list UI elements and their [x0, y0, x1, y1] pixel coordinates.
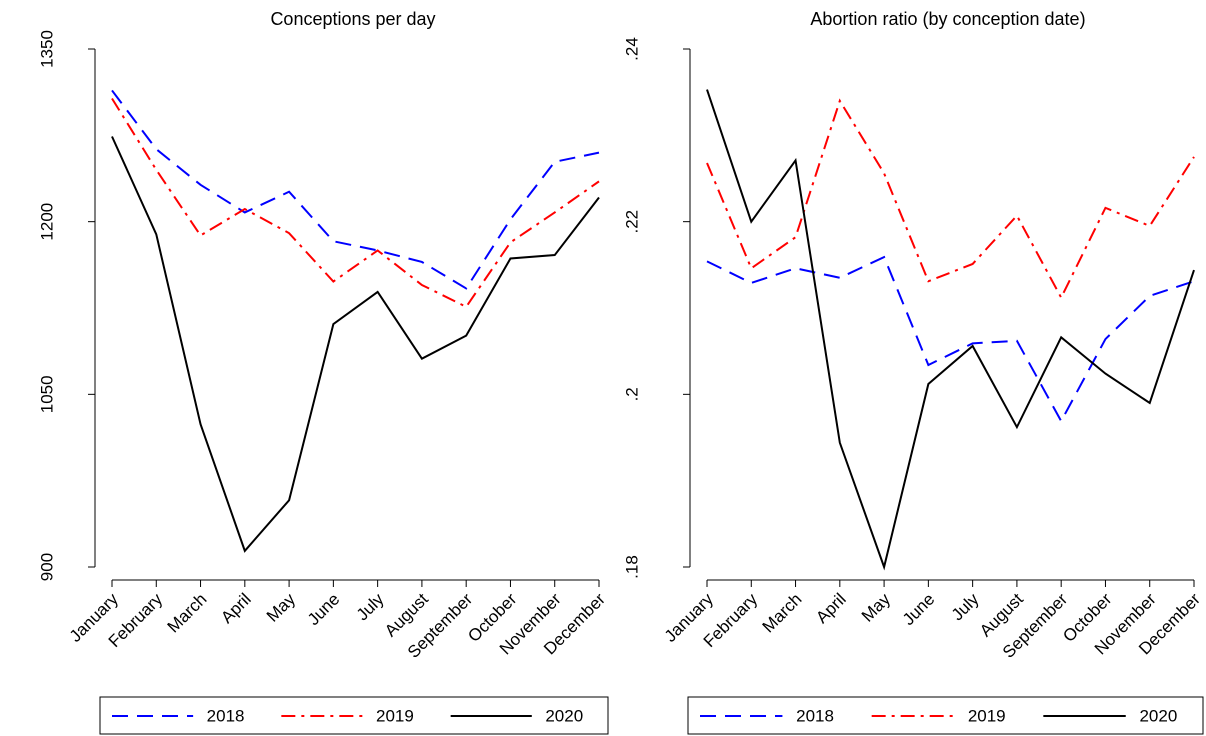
x-tick-label: April: [217, 590, 254, 627]
legend-label: 2020: [1139, 706, 1177, 725]
chart-title: Conceptions per day: [270, 9, 435, 29]
x-tick-label: June: [304, 590, 344, 630]
y-tick-label: .22: [622, 210, 641, 234]
x-tick-label: July: [353, 589, 388, 624]
legend-label: 2018: [207, 706, 245, 725]
line-series: [111, 89, 600, 290]
legend-label: 2019: [968, 706, 1006, 725]
y-tick-label: .24: [622, 37, 641, 61]
y-tick-label: .2: [622, 387, 641, 401]
line-series: [706, 98, 1195, 300]
y-tick-label: 1200: [37, 203, 56, 241]
y-tick-label: 1350: [37, 30, 56, 68]
x-tick-label: March: [759, 590, 806, 637]
legend-label: 2018: [796, 706, 834, 725]
y-tick-label: .18: [622, 555, 641, 579]
x-tick-label: May: [858, 589, 894, 625]
y-tick-label: 900: [37, 553, 56, 581]
x-tick-label: July: [948, 589, 983, 624]
line-series: [706, 255, 1195, 424]
line-series: [706, 89, 1195, 571]
y-tick-label: 1050: [37, 375, 56, 413]
x-tick-label: March: [164, 590, 211, 637]
chart-title: Abortion ratio (by conception date): [810, 9, 1085, 29]
line-series: [111, 97, 600, 309]
x-tick-label: June: [899, 590, 939, 630]
line-series: [111, 136, 600, 553]
x-tick-label: May: [263, 589, 299, 625]
legend-label: 2019: [376, 706, 414, 725]
legend-label: 2020: [545, 706, 583, 725]
x-tick-label: April: [812, 590, 849, 627]
